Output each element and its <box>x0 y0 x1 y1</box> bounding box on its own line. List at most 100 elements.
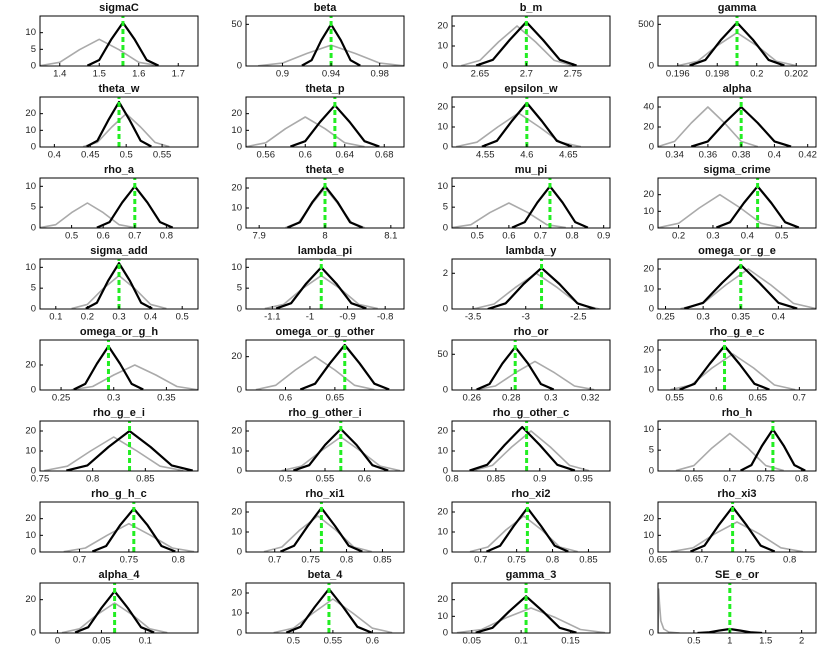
y-tick-label: 20 <box>643 513 654 524</box>
density-line <box>255 355 375 390</box>
x-tick-label: 0.8 <box>783 555 796 566</box>
x-tick-label: 0.85 <box>373 555 392 566</box>
x-tick-label: 0.2 <box>81 312 94 323</box>
panel-title: omega_or_g_e <box>698 245 776 257</box>
x-tick-label: 0.3 <box>112 312 125 323</box>
y-tick-label: 0 <box>649 628 654 639</box>
plot-frame <box>657 96 817 148</box>
panel-title: rho_g_other_c <box>493 407 569 419</box>
y-tick-label: 5 <box>443 202 448 213</box>
x-tick-label: 0.05 <box>92 636 111 647</box>
y-tick-label: 20 <box>231 507 242 518</box>
panel-title: rho_a <box>104 164 135 176</box>
plot-area <box>658 97 792 147</box>
panel-title: omega_or_g_h <box>80 326 159 338</box>
x-tick-label: 0.65 <box>749 393 768 404</box>
x-tick-label: 0.55 <box>316 474 335 485</box>
x-tick-label: 1.5 <box>759 636 772 647</box>
y-tick-label: 0 <box>443 547 448 558</box>
plot-area <box>82 97 170 147</box>
x-tick-label: 0.1 <box>139 636 152 647</box>
y-tick-label: 0 <box>237 304 242 315</box>
density-line <box>263 515 372 552</box>
y-tick-label: 10 <box>643 206 654 217</box>
x-tick-label: 0.75 <box>31 474 50 485</box>
y-tick-label: 0 <box>31 466 36 477</box>
x-tick-label: 0.4 <box>144 312 157 323</box>
x-tick-label: 0.75 <box>120 555 139 566</box>
x-tick-label: 0.6 <box>502 231 515 242</box>
x-tick-label: 0.4 <box>741 231 754 242</box>
plot-frame <box>245 339 405 391</box>
plot-frame <box>245 15 405 67</box>
density-line <box>670 353 796 390</box>
panel-title: rho_xi1 <box>305 488 344 500</box>
panel-title: sigma_add <box>90 245 147 257</box>
panel-title: beta <box>314 2 338 14</box>
y-tick-label: 10 <box>25 446 36 457</box>
y-tick-label: 20 <box>25 513 36 524</box>
x-tick-label: 0.85 <box>136 474 155 485</box>
y-tick-label: 10 <box>437 41 448 52</box>
density-line <box>299 343 390 390</box>
y-tick-label: 10 <box>437 181 448 192</box>
plot-frame <box>657 420 817 472</box>
x-tick-label: 0.94 <box>322 69 341 80</box>
panel-title: rho_g_h_c <box>91 488 147 500</box>
x-tick-label: 0.32 <box>581 393 600 404</box>
plot-frame <box>451 501 611 553</box>
x-tick-label: -0.8 <box>377 312 393 323</box>
x-tick-label: 0.2 <box>750 69 763 80</box>
density-line <box>273 598 393 633</box>
x-tick-label: -3 <box>522 312 530 323</box>
x-tick-label: 4.6 <box>520 150 533 161</box>
y-tick-label: 20 <box>25 594 36 605</box>
plot-frame <box>39 15 199 67</box>
x-tick-label: 0.5 <box>775 231 788 242</box>
panel-title: alpha_4 <box>99 569 141 581</box>
density-line <box>456 607 606 633</box>
x-tick-label: 0.9 <box>276 69 289 80</box>
x-tick-label: 0.4 <box>48 150 61 161</box>
y-tick-label: 10 <box>25 262 36 273</box>
y-tick-label: 20 <box>25 426 36 437</box>
plot-area <box>264 259 378 309</box>
x-tick-label: 0.68 <box>375 150 394 161</box>
x-tick-label: 0.6 <box>710 393 723 404</box>
density-line <box>455 112 582 147</box>
density-line <box>658 588 680 633</box>
density-line <box>475 360 595 390</box>
x-tick-label: 2.7 <box>520 69 533 80</box>
x-tick-label: 0.8 <box>172 555 185 566</box>
x-tick-label: 0.5 <box>471 231 484 242</box>
x-tick-label: 0.64 <box>336 150 355 161</box>
plot-area <box>40 16 159 66</box>
density-line <box>469 425 576 471</box>
x-tick-label: -1.1 <box>264 312 280 323</box>
density-line <box>85 262 153 309</box>
x-tick-label: 0.65 <box>326 393 345 404</box>
x-tick-label: 0.75 <box>756 474 775 485</box>
x-tick-label: 0.98 <box>370 69 389 80</box>
y-tick-label: 5 <box>649 445 654 456</box>
x-tick-label: 0.42 <box>798 150 817 161</box>
panel-title: alpha <box>723 83 753 95</box>
y-tick-label: 5 <box>31 44 36 55</box>
x-tick-label: 0.8 <box>565 231 578 242</box>
x-tick-label: 0.5 <box>65 231 78 242</box>
x-tick-label: 0.3 <box>697 312 710 323</box>
y-tick-label: 0 <box>31 547 36 558</box>
y-tick-label: 20 <box>231 426 242 437</box>
x-tick-label: 0.7 <box>723 474 736 485</box>
density-line <box>658 193 782 228</box>
y-tick-label: 20 <box>437 102 448 113</box>
x-tick-label: 0.3 <box>544 393 557 404</box>
x-tick-label: 0.9 <box>597 231 610 242</box>
density-line <box>280 506 363 552</box>
panel-title: mu_pi <box>515 164 547 176</box>
y-tick-label: 5 <box>31 283 36 294</box>
x-tick-label: 0.8 <box>795 474 808 485</box>
panel-title: rho_h <box>722 407 753 419</box>
y-tick-label: 0 <box>31 223 36 234</box>
panel-title: rho_xi2 <box>511 488 550 500</box>
